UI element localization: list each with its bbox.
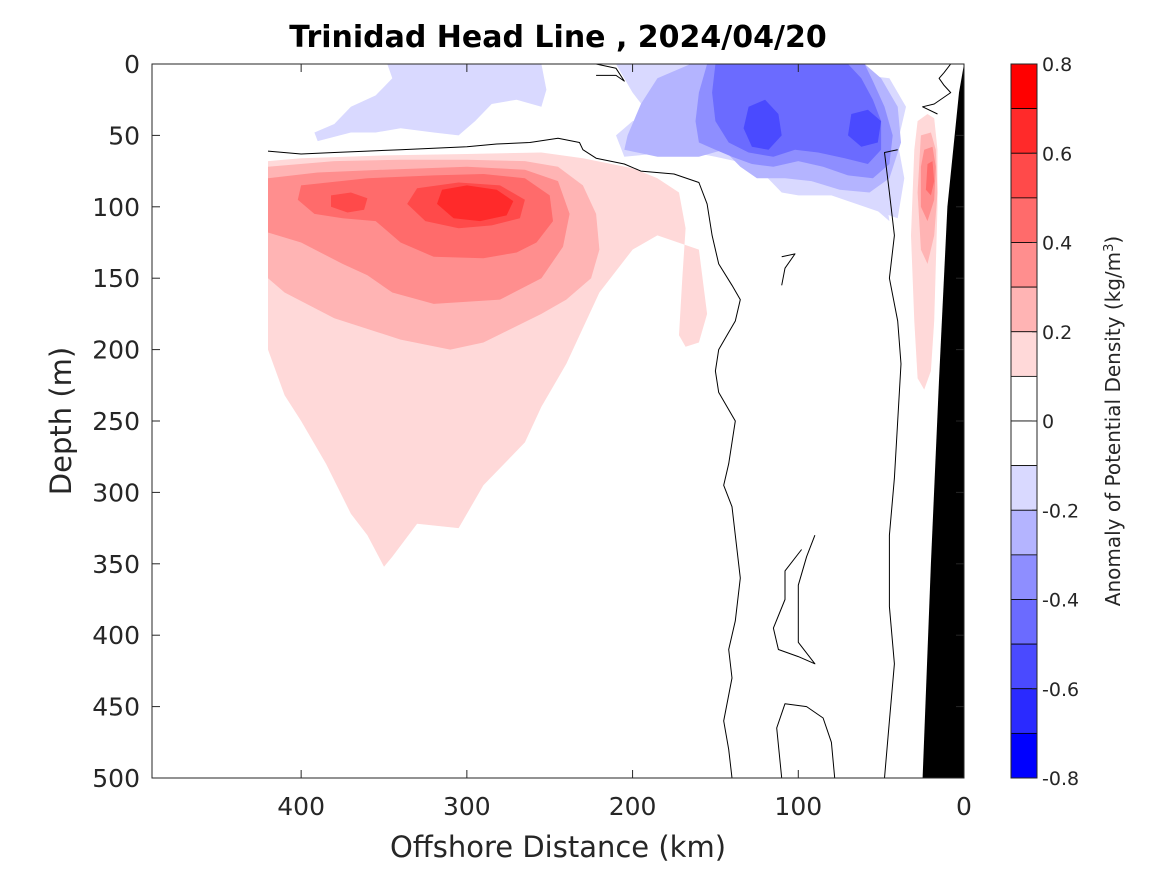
y-tick-label: 400 [92,621,140,650]
contour-line-zero-contour-inner2 [776,703,836,778]
colorbar-swatch [1010,465,1038,511]
contour-line-zero-contour-coast [922,64,952,115]
contour-region-offshore-positive-0.6 [437,185,514,222]
y-tick-label: 500 [92,764,140,793]
x-tick-label: 400 [277,792,325,821]
colorbar-swatch [1010,63,1038,110]
x-tick-label: 0 [956,792,972,821]
y-tick-label: 100 [92,193,140,222]
y-tick-label: 200 [92,336,140,365]
colorbar: 0.8 0.6 0.4 0.2 0 -0.2 -0.4 -0.6 -0.8 [1010,54,1079,790]
x-axis-label: Offshore Distance (km) [390,830,726,864]
contour-line-zero-contour-nearshore [884,149,902,778]
contour-region-nearshore-positive-0.4 [925,161,935,196]
colorbar-swatch [1010,509,1038,556]
colorbar-label-exponent: 3 [1102,244,1117,252]
seafloor-mask [922,64,964,778]
contour-fills [268,64,938,567]
colorbar-tick-label: 0.6 [1042,143,1072,165]
colorbar-swatch [1010,688,1038,734]
y-tick-label: 450 [92,693,140,722]
colorbar-swatch [1010,108,1038,154]
x-tick-label: 300 [443,792,491,821]
colorbar-swatch [1010,197,1038,243]
contour-region-surface-negative-0.1a [314,64,547,142]
contour-line-zero-contour-upper [267,137,741,778]
colorbar-tick-label: -0.6 [1042,679,1079,701]
bathymetry-layer [922,64,964,778]
y-tick-label: 300 [92,478,140,507]
contour-line-zero-contour-top [595,64,625,82]
x-tick-label: 200 [609,792,657,821]
colorbar-swatch [1010,375,1038,422]
colorbar-label: Anomaly of Potential Density (kg/m3) [1101,236,1125,606]
y-axis-label: Depth (m) [44,347,78,495]
colorbar-tick-label: 0.8 [1042,54,1072,76]
contour-line-zero-contour-blob [781,253,796,286]
y-tick-label: 350 [92,550,140,579]
colorbar-label-main: Anomaly of Potential Density (kg/m [1101,252,1125,606]
colorbar-swatch [1010,732,1038,779]
x-tick-label: 100 [774,792,822,821]
y-tick-label: 250 [92,407,140,436]
colorbar-swatch [1010,286,1038,333]
colorbar-swatch [1010,643,1038,690]
contour-region-negative-0.5b [848,109,882,147]
colorbar-swatch [1010,554,1038,600]
contour-region-negative-0.5 [743,99,782,150]
colorbar-tick-label: 0 [1042,411,1054,433]
plot-area [151,63,965,779]
y-tick-label: 0 [124,50,140,79]
colorbar-tick-label: 0.2 [1042,322,1072,344]
y-tick-label: 150 [92,264,140,293]
colorbar-swatch [1010,242,1038,288]
y-tick-label: 50 [108,121,140,150]
colorbar-swatch [1010,420,1038,467]
colorbar-tick-label: -0.8 [1042,768,1079,790]
colorbar-tick-label: 0.4 [1042,233,1072,255]
x-axis-ticks: 400 300 200 100 0 [277,64,972,821]
colorbar-tick-label: -0.2 [1042,500,1079,522]
colorbar-tick-label: -0.4 [1042,590,1079,612]
colorbar-swatch [1010,599,1038,645]
y-axis-ticks: 0 50 100 150 200 250 300 350 400 450 500 [92,50,964,793]
colorbar-label-close: ) [1101,236,1125,244]
colorbar-swatch [1010,152,1038,199]
contour-line-zero-contour-inner1 [772,535,816,665]
colorbar-swatch [1010,331,1038,377]
contour-region-offshore-positive-0.5b [331,192,368,213]
chart-title: Trinidad Head Line , 2024/04/20 [289,20,826,55]
contour-lines [267,64,952,778]
